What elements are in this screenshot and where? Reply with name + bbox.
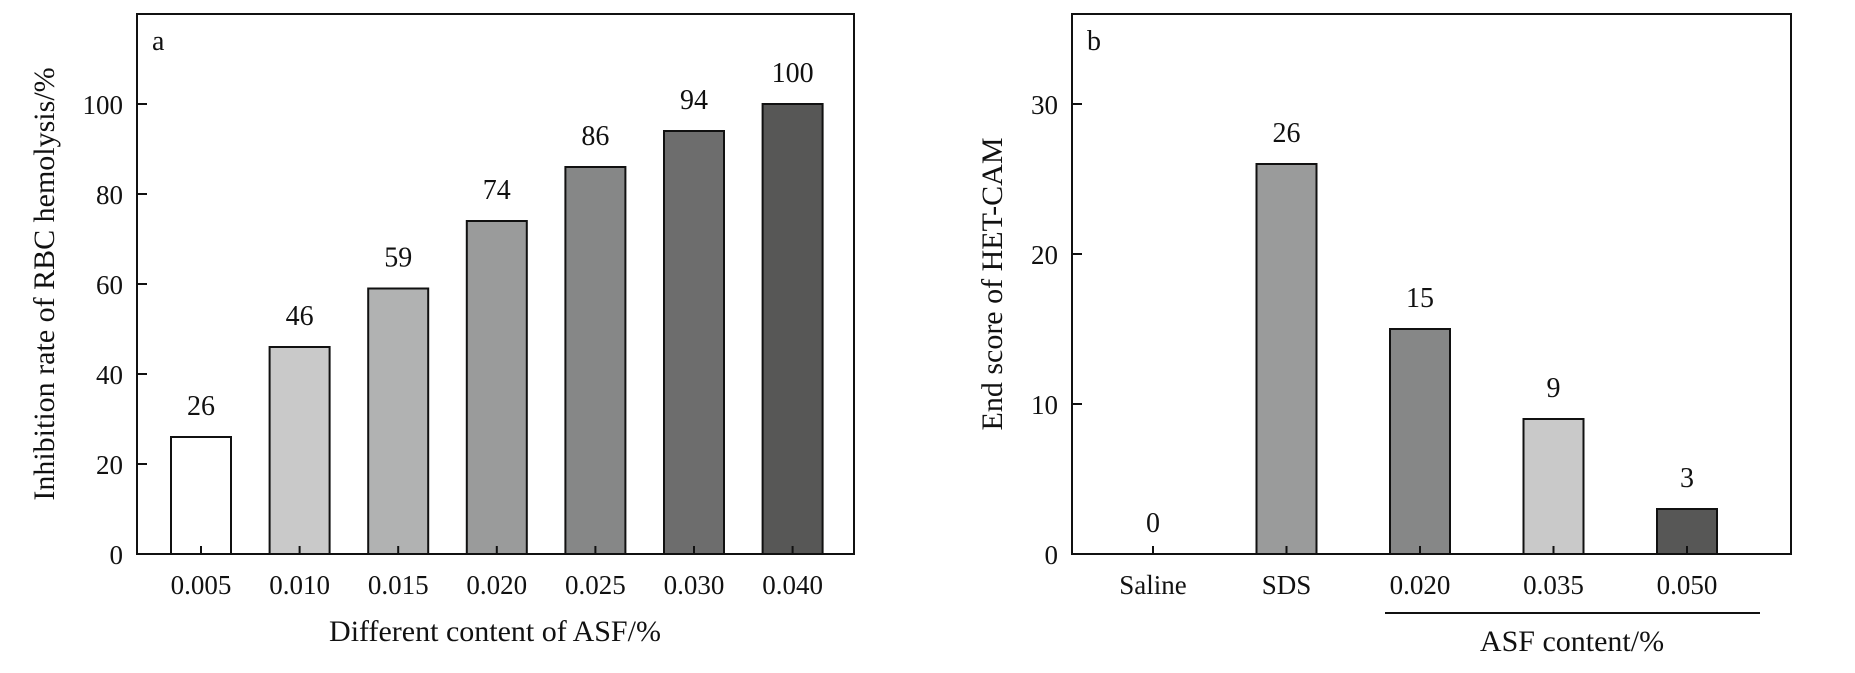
data-label: 86 <box>581 121 609 152</box>
bar-b-0.035 <box>1522 418 1585 555</box>
chart-panel-b: b 0 10 20 30 0 26 15 9 3 Saline SDS 0.020 0.035 0.0… <box>976 13 1792 658</box>
panel-label-b: b <box>1087 26 1101 57</box>
x-axis-title-a: Different content of ASF/% <box>329 615 661 648</box>
x-tick-label: 0.020 <box>1390 570 1451 600</box>
data-label: 46 <box>286 301 314 332</box>
y-tick-label: 80 <box>96 180 123 210</box>
y-tick-label: 40 <box>96 360 123 390</box>
x-axis-b: Saline SDS 0.020 0.035 0.050 <box>1119 546 1717 600</box>
y-tick-label: 100 <box>83 90 124 120</box>
panel-label-a: a <box>152 26 165 57</box>
x-tick-label: 0.005 <box>171 570 232 600</box>
x-tick-label: 0.010 <box>269 570 330 600</box>
bars-a: 26 46 59 74 86 94 100 <box>170 58 824 555</box>
y-tick-label: 20 <box>96 450 123 480</box>
data-label: 15 <box>1406 283 1434 314</box>
bar-a-0.015 <box>367 287 430 555</box>
y-tick-label: 10 <box>1031 390 1058 420</box>
y-axis-title-a: Inhibition rate of RBC hemolysis/% <box>28 67 61 500</box>
x-tick-label: 0.050 <box>1657 570 1718 600</box>
y-axis-title-b: End score of HET-CAM <box>976 137 1009 430</box>
data-label: 94 <box>680 85 708 116</box>
data-label: 59 <box>384 243 412 274</box>
x-tick-label: 0.035 <box>1523 570 1584 600</box>
data-label: 26 <box>187 391 215 422</box>
data-label: 0 <box>1146 508 1160 539</box>
data-label: 9 <box>1547 373 1561 404</box>
bar-a-0.020 <box>465 220 528 555</box>
data-label: 3 <box>1680 463 1694 494</box>
y-tick-label: 60 <box>96 270 123 300</box>
y-tick-label: 20 <box>1031 240 1058 270</box>
bar-b-0.020 <box>1389 328 1451 555</box>
x-tick-label: Saline <box>1119 570 1187 600</box>
bar-a-0.005 <box>170 436 232 555</box>
chart-panel-a: a 0 20 40 60 80 100 26 46 59 74 86 94 100 0.005 0.01… <box>28 13 855 648</box>
data-label: 74 <box>483 175 511 206</box>
data-label: 100 <box>772 58 814 89</box>
x-tick-label: 0.020 <box>466 570 527 600</box>
bar-a-0.010 <box>268 346 331 555</box>
x-tick-label: 0.015 <box>368 570 429 600</box>
y-axis-b: 0 10 20 30 <box>1031 90 1082 570</box>
x-axis-a: 0.005 0.010 0.015 0.020 0.025 0.030 0.040 <box>171 546 823 600</box>
x-tick-label: 0.025 <box>565 570 626 600</box>
y-axis-a: 0 20 40 60 80 100 <box>83 90 147 570</box>
x-tick-label: 0.040 <box>762 570 823 600</box>
bar-b-SDS <box>1255 163 1318 555</box>
x-tick-label: SDS <box>1262 570 1312 600</box>
bar-a-0.025 <box>564 166 627 555</box>
y-tick-label: 0 <box>1045 540 1059 570</box>
x-axis-title-b: ASF content/% <box>1480 625 1664 658</box>
y-tick-label: 30 <box>1031 90 1058 120</box>
data-label: 26 <box>1273 118 1301 149</box>
y-tick-label: 0 <box>110 540 124 570</box>
bar-a-0.040 <box>761 103 824 555</box>
bars-b: 0 26 15 9 3 <box>1146 118 1718 555</box>
bar-a-0.030 <box>663 130 725 555</box>
x-tick-label: 0.030 <box>664 570 725 600</box>
